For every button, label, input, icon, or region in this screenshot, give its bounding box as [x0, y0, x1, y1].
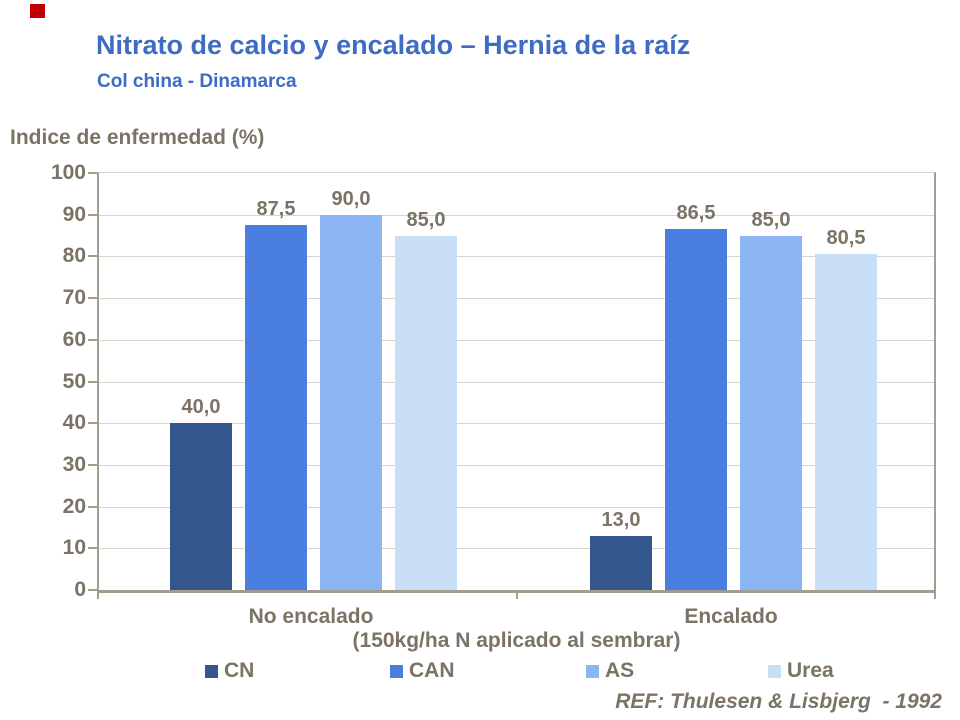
legend-swatch-urea: [768, 664, 781, 678]
legend-item-urea: Urea: [768, 659, 834, 683]
gridline-40: [99, 423, 934, 425]
legend-item-as: AS: [586, 659, 634, 683]
y-axis-label-50: 50: [62, 369, 86, 393]
gridline-10: [99, 548, 934, 550]
gridline-30: [99, 464, 934, 466]
bar-value-urea-encalado: 80,5: [826, 227, 866, 250]
bar-as-no-encalado: [320, 214, 382, 590]
y-axis-label-10: 10: [62, 536, 86, 560]
slide-subtitle: Col china - Dinamarca: [97, 71, 297, 92]
bar-can-no-encalado: [245, 225, 307, 590]
y-axis-label-20: 20: [62, 494, 86, 518]
y-axis-label-30: 30: [62, 452, 86, 476]
y-axis-label-40: 40: [62, 411, 86, 435]
bar-value-as-no-encalado: 90,0: [331, 187, 371, 210]
legend-swatch-as: [586, 664, 599, 678]
y-axis-title: Indice de enfermedad (%): [10, 126, 265, 149]
bar-value-as-encalado: 85,0: [751, 208, 791, 231]
accent-square: [30, 4, 45, 18]
y-axis-label-80: 80: [62, 244, 86, 268]
legend: CN CAN AS Urea: [0, 659, 960, 685]
bar-value-can-encalado: 86,5: [676, 202, 716, 225]
legend-swatch-cn: [205, 664, 218, 678]
x-axis-tick-0: [97, 593, 99, 599]
y-axis-tick-10: [88, 547, 97, 550]
bar-value-can-no-encalado: 87,5: [256, 198, 296, 221]
bar-urea-no-encalado: [395, 235, 457, 590]
y-axis-tick-80: [88, 255, 97, 258]
legend-label-as: AS: [605, 659, 635, 682]
bar-urea-encalado: [815, 254, 877, 590]
gridline-70: [99, 298, 934, 300]
category-note: (150kg/ha N aplicado al sembrar): [352, 629, 681, 652]
y-axis-tick-50: [88, 380, 97, 383]
legend-label-cn: CN: [224, 659, 255, 682]
y-axis-tick-60: [88, 338, 97, 341]
y-axis-label-0: 0: [74, 578, 86, 601]
y-axis-tick-20: [88, 505, 97, 508]
x-axis-tick-1: [516, 593, 518, 599]
y-axis-tick-100: [88, 172, 97, 174]
bar-cn-encalado: [590, 535, 652, 590]
legend-item-can: CAN: [390, 659, 455, 683]
y-axis-label-70: 70: [62, 286, 86, 310]
gridline-50: [99, 381, 934, 383]
plot-area: 40,0 13,0 87,5 86,5 90,0 85,0 85,0 80,5: [97, 172, 936, 593]
bar-cn-no-encalado: [170, 423, 232, 590]
y-axis-tick-70: [88, 297, 97, 300]
bar-can-encalado: [665, 229, 727, 590]
y-axis-tick-30: [88, 463, 97, 466]
legend-label-urea: Urea: [787, 659, 834, 682]
reference-footer: REF: Thulesen & Lisbjerg - 1992: [615, 690, 942, 713]
category-label-no-encalado: No encalado: [248, 605, 374, 628]
y-axis-tick-0: [88, 589, 97, 591]
gridline-20: [99, 506, 934, 508]
bar-as-encalado: [740, 235, 802, 590]
y-axis-label-90: 90: [62, 202, 86, 226]
bar-value-cn-encalado: 13,0: [601, 508, 641, 531]
x-axis-tick-2: [934, 593, 936, 599]
gridline-60: [99, 339, 934, 341]
legend-item-cn: CN: [205, 659, 254, 683]
y-axis-label-60: 60: [62, 327, 86, 351]
y-axis-label-100: 100: [50, 161, 86, 184]
y-axis-tick-90: [88, 213, 97, 216]
slide-title: Nitrato de calcio y encalado – Hernia de…: [96, 30, 691, 60]
bar-value-cn-no-encalado: 40,0: [181, 396, 221, 419]
legend-swatch-can: [390, 664, 403, 678]
bar-value-urea-no-encalado: 85,0: [406, 208, 446, 231]
category-label-encalado: Encalado: [684, 605, 778, 628]
y-axis-tick-40: [88, 422, 97, 425]
legend-label-can: CAN: [409, 659, 455, 682]
gridline-80: [99, 256, 934, 258]
gridline-90: [99, 214, 934, 216]
